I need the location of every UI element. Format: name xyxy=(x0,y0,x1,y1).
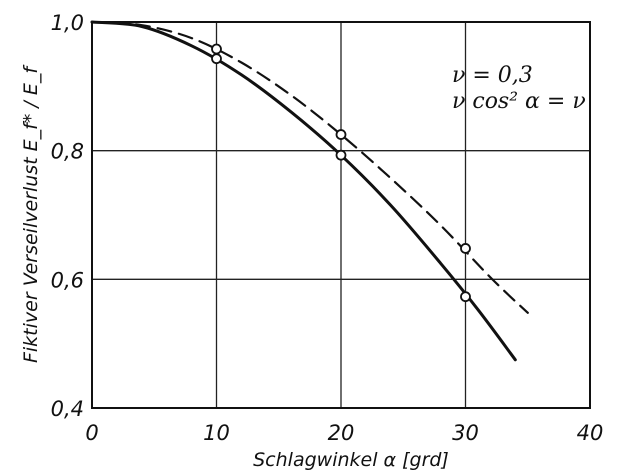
x-axis-label: Schlagwinkel α [grd] xyxy=(253,449,449,471)
x-tick-label: 20 xyxy=(328,421,355,445)
x-tick-labels: 0 10 20 30 40 xyxy=(85,421,603,445)
y-tick-label: 0,8 xyxy=(51,140,84,164)
dashed-series-point xyxy=(460,243,471,254)
y-tick-labels: 0,4 0,6 0,8 1,0 xyxy=(51,11,84,421)
y-tick-label: 0,6 xyxy=(51,268,84,292)
x-tick-label: 0 xyxy=(85,421,98,445)
x-tick-label: 40 xyxy=(577,421,604,445)
y-tick-label: 1,0 xyxy=(51,11,84,35)
y-axis-label: Fiktiver Verseilverlust E_f* / E_f xyxy=(20,64,42,363)
dashed-series-point xyxy=(211,43,222,55)
solid-series-point xyxy=(335,149,347,161)
solid-series-point xyxy=(211,53,222,65)
x-tick-label: 30 xyxy=(452,421,479,445)
solid-series-line xyxy=(90,20,517,362)
marker-layer xyxy=(211,43,471,303)
y-tick-label: 0,4 xyxy=(51,397,84,421)
x-tick-label: 10 xyxy=(203,421,230,445)
plot-frame xyxy=(91,21,591,409)
annotation-nu: ν = 0,3 xyxy=(452,63,533,88)
annotation-nu-cos: ν cos² α = ν xyxy=(452,89,586,114)
dashed-series-point xyxy=(335,129,347,140)
solid-series-point xyxy=(460,291,471,303)
